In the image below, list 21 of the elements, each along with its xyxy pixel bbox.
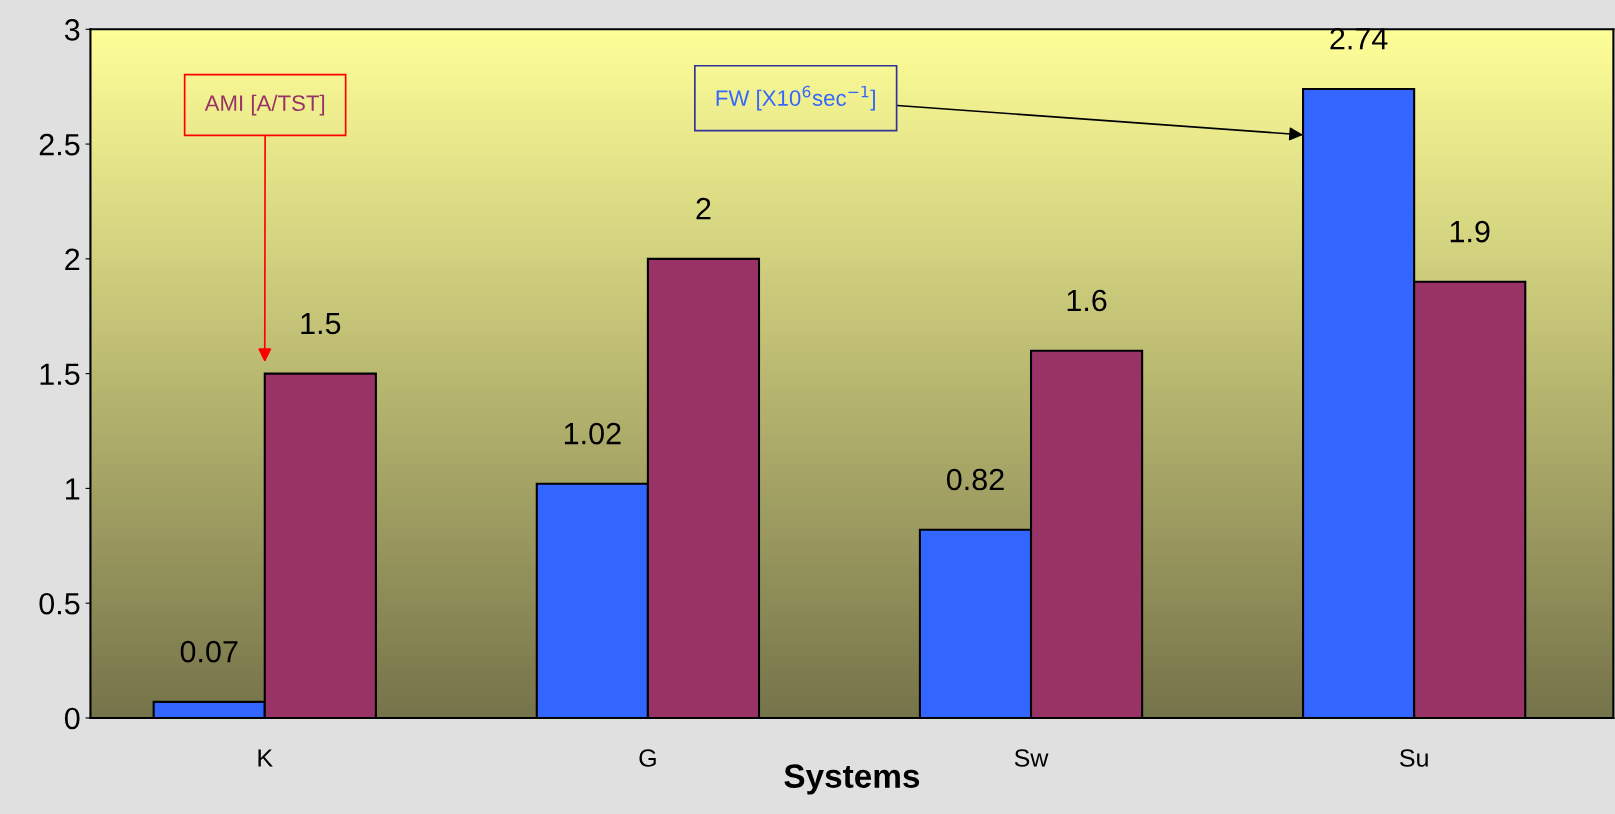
x-tick-label: G	[639, 749, 656, 767]
y-tick-label: 2	[65, 248, 80, 270]
data-label: 1.6	[1067, 289, 1107, 312]
data-label: 1.02	[564, 422, 621, 445]
text: FW [X10$^{6}$sec$^{−1}$]	[716, 85, 875, 111]
x-tick-label: Su	[1400, 749, 1428, 767]
data-label: 1.9	[1450, 220, 1490, 243]
data-label: 1.5	[301, 312, 341, 335]
y-tick-label: 1.5	[40, 363, 80, 385]
x-tick-label: Sw	[1014, 749, 1049, 767]
text: AMI [A/TST]	[204, 94, 325, 116]
y-tick-label: 3	[64, 19, 80, 41]
data-label: 2	[696, 197, 711, 220]
y-tick-label: 1	[66, 478, 80, 500]
data-label: 0.82	[946, 468, 1004, 491]
y-tick-label: 2.5	[39, 133, 80, 156]
x-tick-label: K	[258, 749, 273, 767]
y-tick-label: 0.5	[39, 592, 80, 615]
y-tick-label: 0	[64, 707, 80, 730]
data-label: 0.07	[180, 640, 238, 663]
x-axis-title: Systems	[784, 764, 920, 795]
